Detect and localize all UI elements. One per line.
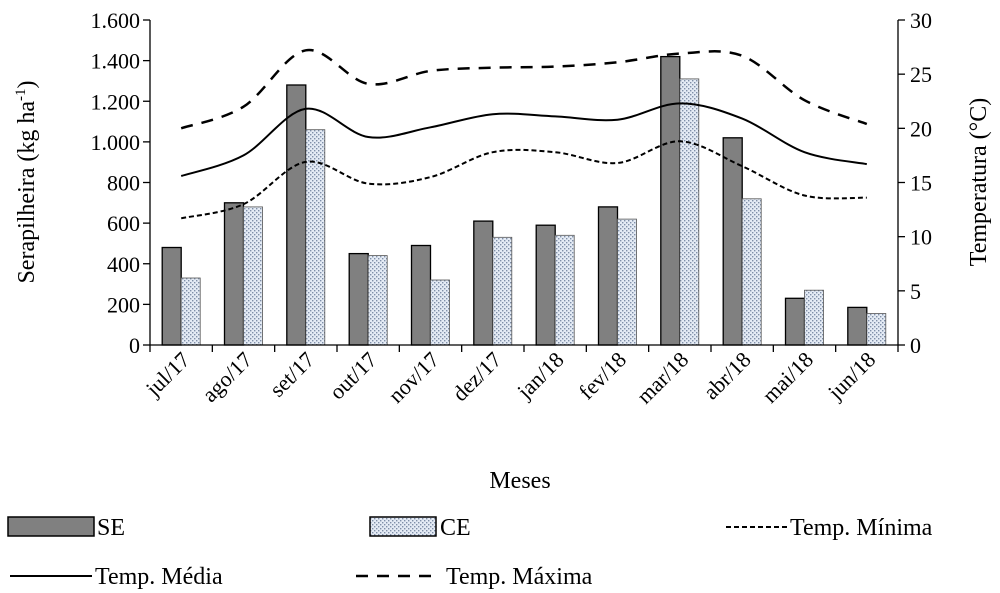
legend-swatch-se <box>7 516 95 537</box>
x-category-label-8: mar/18 <box>632 347 694 409</box>
bar-ce-6 <box>554 234 575 346</box>
x-category-label-1: ago/17 <box>197 347 257 407</box>
bar-ce-9 <box>741 198 762 346</box>
line-temp-maxima <box>180 48 868 130</box>
bar-se-6 <box>535 224 556 346</box>
line-temp-media <box>180 102 867 177</box>
lines-layer <box>180 48 868 220</box>
legend-label-se: SE <box>97 515 125 541</box>
bar-se-4 <box>410 244 432 346</box>
bar-se-10 <box>784 297 806 346</box>
x-axis-title: Meses <box>489 468 550 494</box>
y-axis-left-title: Serapilheira (kg ha-1) <box>13 80 40 283</box>
bar-se-2 <box>286 84 307 346</box>
x-category-label-11: jun/18 <box>822 347 880 405</box>
x-category-label-0: jul/17 <box>140 347 195 402</box>
x-category-label-5: dez/17 <box>447 347 506 406</box>
bar-ce-7 <box>617 218 637 346</box>
y-left-tick-label-7: 1.400 <box>91 49 141 74</box>
legend-label-temp-media: Temp. Média <box>95 564 223 590</box>
bar-se-7 <box>597 206 619 346</box>
bar-ce-4 <box>430 279 450 346</box>
y-left-tick-label-5: 1.000 <box>91 130 141 155</box>
y-right-tick-label-4: 20 <box>910 116 932 141</box>
bar-se-3 <box>348 252 369 346</box>
y-left-tick-label-3: 600 <box>107 211 140 236</box>
legend-label-temp-maxima: Temp. Máxima <box>446 564 593 590</box>
x-category-label-2: set/17 <box>265 347 320 402</box>
x-category-label-10: mai/18 <box>757 347 818 408</box>
y-right-tick-label-6: 30 <box>910 8 932 33</box>
y-axis-right-title: Temperatura (°C) <box>966 98 992 267</box>
legend-label-temp-minima: Temp. Mínima <box>790 515 933 541</box>
x-category-label-3: out/17 <box>324 347 381 404</box>
bar-se-0 <box>161 246 182 346</box>
bar-ce-5 <box>492 236 513 346</box>
x-category-label-6: jan/18 <box>511 347 568 404</box>
y-right-tick-label-2: 10 <box>910 225 932 250</box>
y-right-tick-label-1: 5 <box>910 279 921 304</box>
y-right-tick-label-5: 25 <box>910 62 932 87</box>
bar-ce-10 <box>804 289 824 346</box>
bar-se-5 <box>473 220 494 346</box>
bar-ce-1 <box>243 206 263 346</box>
bar-ce-2 <box>305 129 326 346</box>
x-category-label-4: nov/17 <box>383 347 444 408</box>
bars-layer <box>161 55 887 346</box>
legend: SE CE Temp. Mínima Temp. Média Temp. Máx… <box>7 515 933 590</box>
y-left-tick-label-0: 0 <box>129 333 140 358</box>
y-right-tick-label-3: 15 <box>910 171 932 196</box>
legend-label-ce: CE <box>440 515 471 541</box>
x-category-label-9: abr/18 <box>698 347 755 404</box>
y-left-tick-label-8: 1.600 <box>91 8 141 33</box>
x-category-label-7: fev/18 <box>574 347 631 404</box>
y-right-tick-label-0: 0 <box>910 333 921 358</box>
line-temp-minima <box>180 140 867 220</box>
bar-ce-11 <box>866 313 887 346</box>
bar-se-9 <box>722 137 743 346</box>
bar-se-8 <box>660 55 681 346</box>
bar-ce-8 <box>679 78 700 346</box>
bar-ce-3 <box>367 255 388 346</box>
y-left-tick-label-1: 200 <box>107 292 140 317</box>
y-left-tick-label-6: 1.200 <box>91 89 141 114</box>
legend-swatch-ce <box>369 516 437 537</box>
y-left-tick-label-2: 400 <box>107 252 140 277</box>
bar-ce-0 <box>180 277 201 346</box>
y-left-tick-label-4: 800 <box>107 171 140 196</box>
bar-se-1 <box>223 202 245 346</box>
bar-se-11 <box>847 306 868 346</box>
